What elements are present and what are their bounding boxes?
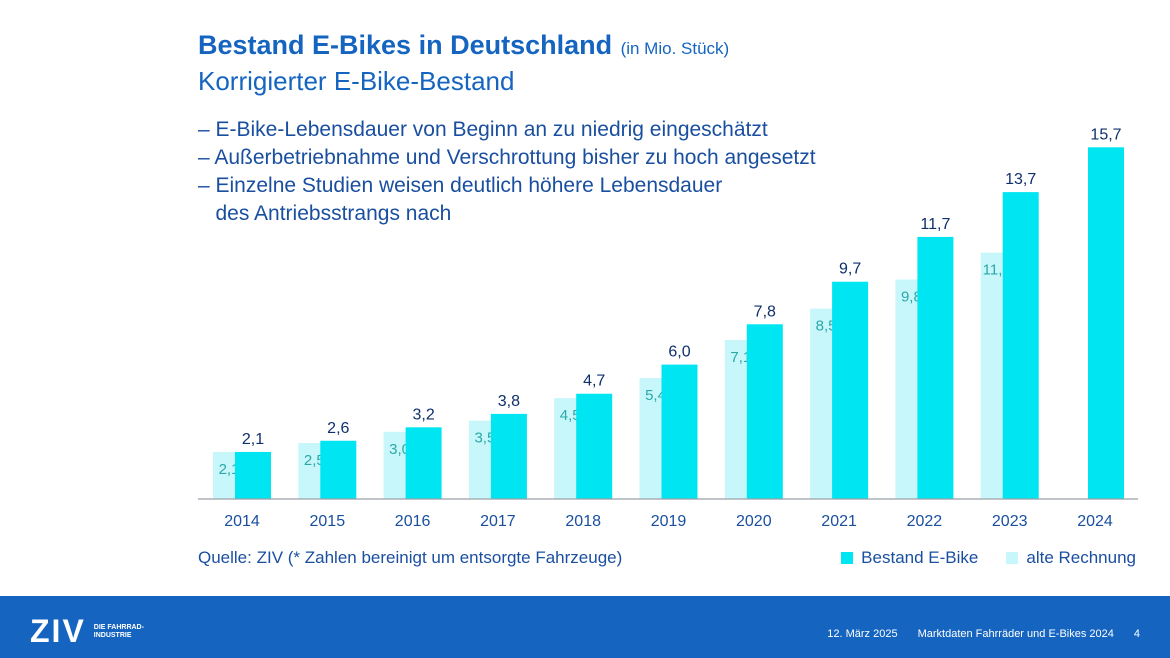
label-old-2014: 2,1	[219, 461, 240, 478]
page-number: 4	[1133, 628, 1140, 640]
label-new-2016: 3,2	[412, 406, 434, 423]
bar-new-2016	[405, 427, 442, 499]
x-tick-2018: 2018	[565, 513, 601, 530]
x-tick-2015: 2015	[310, 513, 346, 530]
bullet-list: – E-Bike-Lebensdauer von Beginn an zu ni…	[198, 116, 816, 228]
label-old-2020: 7,1	[730, 349, 751, 366]
bullet-item: – Einzelne Studien weisen deutlich höher…	[198, 174, 723, 197]
x-tick-2014: 2014	[224, 513, 260, 530]
ziv-logo: ZIV DIE FAHRRAD- INDUSTRIE	[30, 613, 154, 650]
x-tick-2020: 2020	[736, 513, 772, 530]
bar-chart: 2,12,1 2014 2,52,6 2015 3,0 3,2 2016 3,5 3,8 2017…	[198, 126, 1138, 530]
title-unit: (in Mio. Stück)	[620, 39, 730, 58]
label-new-2024: 15,7	[1090, 126, 1121, 143]
bullet-item: – E-Bike-Lebensdauer von Beginn an zu ni…	[198, 118, 768, 141]
x-tick-2017: 2017	[480, 513, 516, 530]
label-old-2019: 5,4	[645, 387, 666, 404]
logo-wordmark: ZIV	[30, 613, 86, 649]
bar-new-2021	[832, 281, 869, 499]
page-title: Bestand E-Bikes in Deutschland (in Mio. …	[198, 30, 729, 61]
logo-subtitle: DIE FAHRRAD- INDUSTRIE	[93, 623, 144, 639]
label-old-2015: 2,5	[304, 452, 325, 469]
label-old-2017: 3,5	[474, 430, 495, 447]
label-old-2021: 8,5	[816, 318, 837, 335]
bar-new-2022	[917, 236, 954, 500]
subtitle: Korrigierter E-Bike-Bestand	[198, 66, 515, 96]
label-old-2022: 9,8	[901, 288, 922, 305]
bar-new-2020	[746, 324, 783, 499]
label-old-2018: 4,5	[560, 407, 581, 424]
legend-label-old: alte Rechnung	[1026, 548, 1136, 567]
label-new-2019: 6,0	[668, 344, 690, 361]
legend-item-new: Bestand E-Bike	[841, 548, 978, 568]
label-new-2023: 13,7	[1005, 171, 1036, 188]
label-new-2021: 9,7	[839, 261, 861, 278]
footer-doc-title: Marktdaten Fahrräder und E-Bikes 2024	[917, 628, 1114, 640]
bullet-item: – Außerbetriebnahme und Verschrottung bi…	[198, 146, 816, 169]
x-tick-2022: 2022	[907, 513, 943, 530]
footer-bar: ZIV DIE FAHRRAD- INDUSTRIE 12. März 2025…	[0, 596, 1170, 658]
label-new-2014: 2,1	[242, 431, 264, 448]
legend-swatch-old	[1006, 552, 1019, 564]
bar-new-2019	[661, 364, 698, 499]
bar-new-2015	[320, 440, 357, 499]
x-tick-2024: 2024	[1077, 513, 1113, 530]
footer-date: 12. März 2025	[827, 628, 898, 640]
title-main: Bestand E-Bikes in Deutschland	[198, 30, 613, 60]
label-new-2017: 3,8	[498, 393, 520, 410]
bullet-item: des Antriebsstrangs nach	[198, 202, 452, 225]
legend-label-new: Bestand E-Bike	[861, 548, 979, 567]
bar-new-2018	[576, 393, 613, 499]
bar-new-2024	[1088, 147, 1124, 499]
footer-meta: 12. März 2025 Marktdaten Fahrräder und E…	[827, 628, 1140, 640]
label-old-2016: 3,0	[389, 441, 410, 458]
label-new-2020: 7,8	[754, 303, 776, 320]
label-new-2018: 4,7	[583, 373, 605, 390]
x-tick-2016: 2016	[395, 513, 431, 530]
x-tick-2019: 2019	[651, 513, 687, 530]
bar-new-2014	[235, 451, 271, 499]
bar-new-2017	[490, 413, 527, 499]
bar-new-2023	[1002, 192, 1039, 499]
chart-legend: Bestand E-Bike alte Rechnung	[813, 548, 1136, 568]
x-tick-2021: 2021	[821, 513, 857, 530]
legend-item-old: alte Rechnung	[1006, 548, 1136, 568]
source-note: Quelle: ZIV (* Zahlen bereinigt um entso…	[198, 548, 623, 567]
label-new-2022: 11,7	[920, 216, 950, 233]
label-new-2015: 2,6	[327, 420, 349, 437]
legend-swatch-new	[841, 552, 854, 564]
x-tick-2023: 2023	[992, 513, 1028, 530]
